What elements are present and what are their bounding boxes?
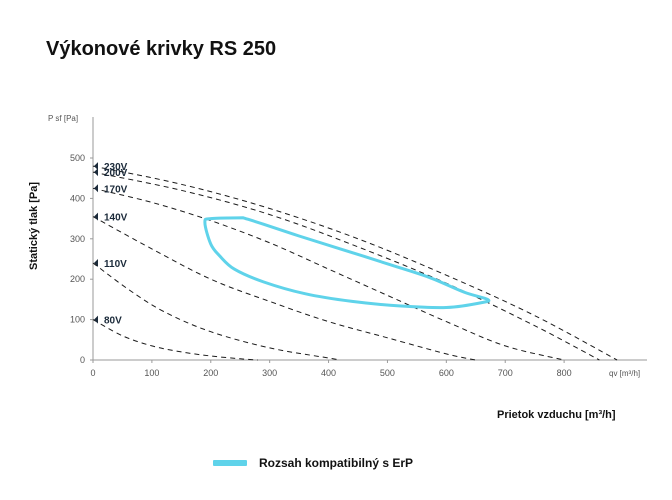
x-tick-label: 500 — [380, 368, 395, 378]
x-tick-label: 300 — [262, 368, 277, 378]
y-tick-label: 500 — [70, 153, 85, 163]
y-tick-label: 100 — [70, 315, 85, 325]
legend: Rozsah kompatibilný s ErP — [213, 456, 413, 470]
curve-marker-arrow — [94, 315, 98, 324]
x-tick-label: 400 — [321, 368, 336, 378]
curve-230v — [92, 165, 618, 361]
curve-marker-arrow — [94, 212, 98, 221]
legend-label: Rozsah kompatibilný s ErP — [259, 456, 414, 470]
fan-curves — [92, 165, 618, 361]
performance-chart: 0 100 200 300 400 500 0 100 200 300 400 500 600 700 8… — [28, 114, 647, 378]
x-tick-label: 200 — [203, 368, 218, 378]
x-tick-label: 800 — [557, 368, 572, 378]
y-tick-label: 0 — [80, 355, 85, 365]
curve-label-200v: 200V — [104, 168, 128, 179]
curve-140v — [92, 216, 476, 361]
curve-label-140v: 140V — [104, 213, 128, 224]
y-axis-head: P sf [Pa] — [48, 114, 78, 123]
y-axis-label: Statický tlak [Pa] — [28, 182, 40, 270]
curve-label-170v: 170V — [104, 184, 128, 195]
curve-label-80v: 80V — [104, 316, 122, 327]
curve-200v — [92, 171, 600, 361]
x-tick-labels: 0 100 200 300 400 500 600 700 800 — [90, 360, 572, 378]
curve-110v — [92, 262, 341, 361]
curve-label-230v: 230V — [104, 162, 128, 173]
curve-label-110v: 110V — [104, 259, 127, 270]
x-tick-label: 0 — [90, 368, 95, 378]
curve-80v — [92, 319, 258, 361]
x-tick-label: 700 — [498, 368, 513, 378]
y-tick-label: 400 — [70, 193, 85, 203]
curve-marker-arrow — [94, 162, 98, 171]
curve-170v — [92, 187, 565, 361]
erp-region-outline — [203, 216, 491, 310]
x-axis-label: Prietok vzduchu [m³/h] — [497, 409, 616, 421]
chart-title: Výkonové krivky RS 250 — [46, 38, 277, 60]
y-tick-label: 300 — [70, 234, 85, 244]
x-axis-head: qv [m³/h] — [609, 369, 640, 378]
axes — [92, 117, 647, 362]
x-tick-label: 600 — [439, 368, 454, 378]
y-tick-label: 200 — [70, 274, 85, 284]
x-tick-label: 100 — [144, 368, 159, 378]
curve-marker-arrow — [94, 168, 98, 177]
curve-marker-arrow — [94, 259, 98, 268]
curve-marker-arrow — [94, 184, 98, 193]
erp-region — [203, 216, 491, 310]
legend-swatch — [213, 460, 247, 466]
y-tick-labels: 0 100 200 300 400 500 — [70, 153, 93, 365]
